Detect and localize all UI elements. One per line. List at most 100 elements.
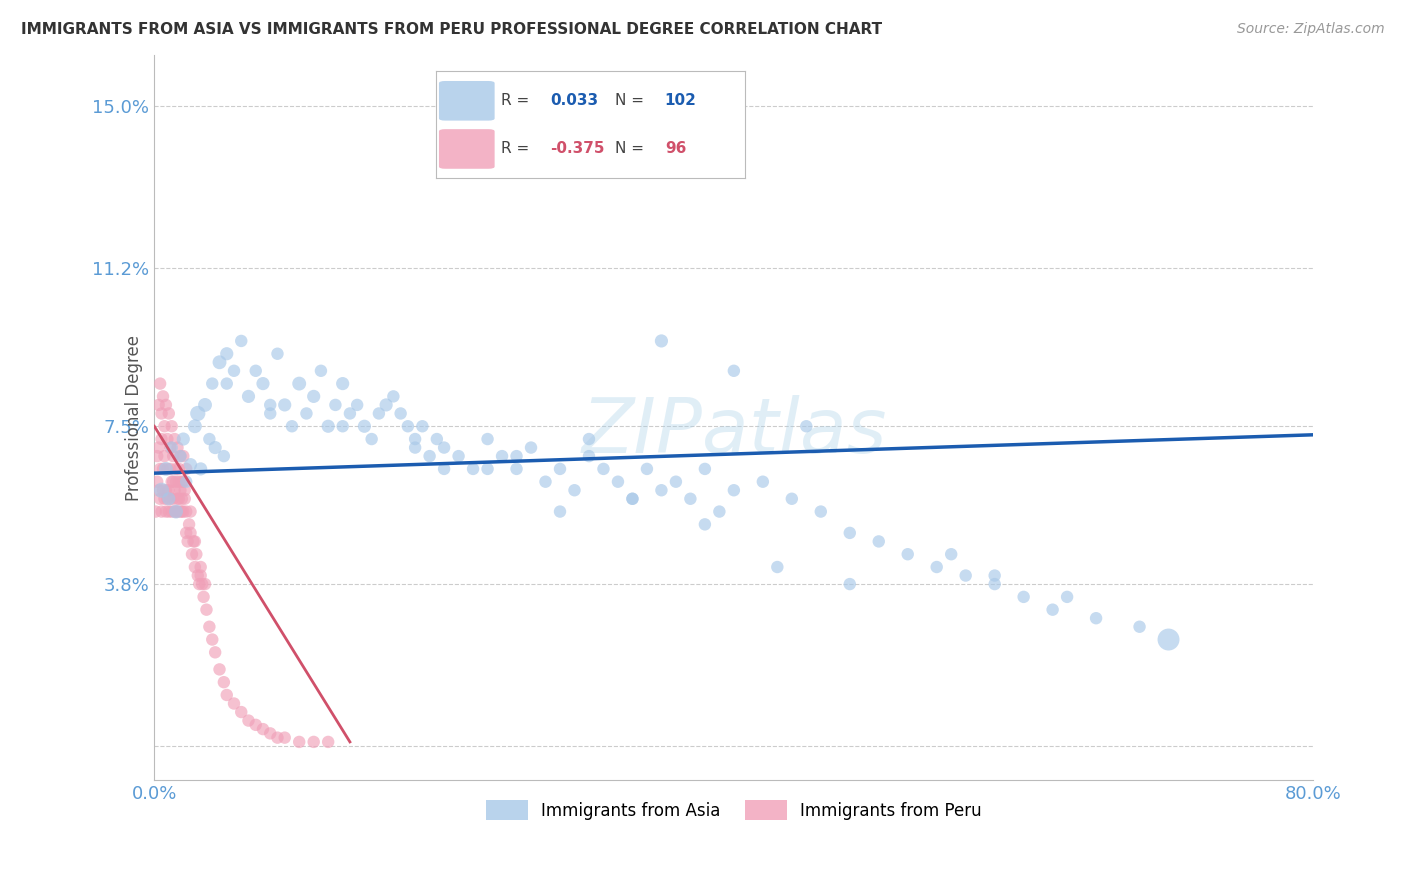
Point xyxy=(477,462,499,476)
Point xyxy=(195,602,218,616)
Point xyxy=(259,726,281,740)
Text: 96: 96 xyxy=(665,142,686,156)
Point xyxy=(170,475,193,489)
Point xyxy=(152,462,174,476)
Point xyxy=(150,407,173,421)
Point xyxy=(167,462,190,476)
Point xyxy=(163,432,186,446)
Point xyxy=(157,483,180,498)
Point xyxy=(160,441,183,455)
Point xyxy=(190,560,212,574)
Point xyxy=(273,398,295,412)
Point xyxy=(187,407,209,421)
Point xyxy=(367,407,389,421)
Point xyxy=(461,462,484,476)
Point xyxy=(170,491,193,506)
Point xyxy=(169,505,191,519)
Point xyxy=(204,645,226,659)
Point xyxy=(194,577,217,591)
Point xyxy=(150,483,173,498)
Point xyxy=(181,547,204,561)
Point xyxy=(339,407,361,421)
Point xyxy=(281,419,304,434)
FancyBboxPatch shape xyxy=(439,129,495,169)
Point xyxy=(174,505,197,519)
Point xyxy=(838,577,860,591)
Point xyxy=(165,505,187,519)
Point xyxy=(149,376,172,391)
Point xyxy=(155,483,177,498)
Point xyxy=(190,568,212,582)
Point xyxy=(447,449,470,463)
Text: R =: R = xyxy=(501,94,529,108)
Point xyxy=(396,419,419,434)
Point xyxy=(201,632,224,647)
Point xyxy=(165,505,187,519)
Point xyxy=(166,505,188,519)
Point xyxy=(693,462,716,476)
Point xyxy=(152,389,174,403)
Point xyxy=(208,355,231,369)
Text: Source: ZipAtlas.com: Source: ZipAtlas.com xyxy=(1237,22,1385,37)
Point xyxy=(578,432,600,446)
Point xyxy=(332,376,354,391)
Point xyxy=(160,505,183,519)
Point xyxy=(1128,620,1150,634)
Point xyxy=(162,475,184,489)
Point xyxy=(592,462,614,476)
Point xyxy=(780,491,803,506)
Point xyxy=(194,398,217,412)
Point xyxy=(266,347,288,361)
Point xyxy=(180,458,202,472)
Point xyxy=(679,491,702,506)
Point xyxy=(157,407,180,421)
Point xyxy=(411,419,433,434)
Point xyxy=(172,505,194,519)
Point xyxy=(174,525,197,540)
Point xyxy=(155,462,177,476)
Point xyxy=(166,491,188,506)
Point xyxy=(222,364,245,378)
Point xyxy=(983,568,1005,582)
Point xyxy=(266,731,288,745)
Point xyxy=(375,398,398,412)
Point xyxy=(156,491,179,506)
Point xyxy=(212,675,235,690)
Point xyxy=(665,475,688,489)
Point xyxy=(169,449,191,463)
Text: N =: N = xyxy=(616,142,644,156)
Point xyxy=(163,483,186,498)
Point xyxy=(941,547,963,561)
Point xyxy=(165,462,187,476)
Point xyxy=(184,560,207,574)
Point xyxy=(238,389,260,403)
Point xyxy=(188,577,211,591)
Text: 0.033: 0.033 xyxy=(550,94,599,108)
Point xyxy=(925,560,948,574)
Point xyxy=(170,505,193,519)
Point xyxy=(155,505,177,519)
Point xyxy=(1085,611,1108,625)
Point xyxy=(621,491,644,506)
Point xyxy=(148,398,170,412)
Point xyxy=(184,534,207,549)
Point xyxy=(245,718,267,732)
Point xyxy=(404,441,426,455)
Point xyxy=(360,432,382,446)
Point xyxy=(723,483,745,498)
Point xyxy=(163,505,186,519)
Point xyxy=(302,389,325,403)
Point xyxy=(433,441,456,455)
FancyBboxPatch shape xyxy=(439,81,495,120)
Point xyxy=(208,662,231,676)
Point xyxy=(505,462,527,476)
Point xyxy=(215,688,238,702)
Point xyxy=(810,505,832,519)
Point xyxy=(693,517,716,532)
Point xyxy=(1056,590,1078,604)
Point xyxy=(636,462,658,476)
Point xyxy=(145,505,167,519)
Point xyxy=(752,475,775,489)
Point xyxy=(1012,590,1035,604)
Point xyxy=(650,483,672,498)
